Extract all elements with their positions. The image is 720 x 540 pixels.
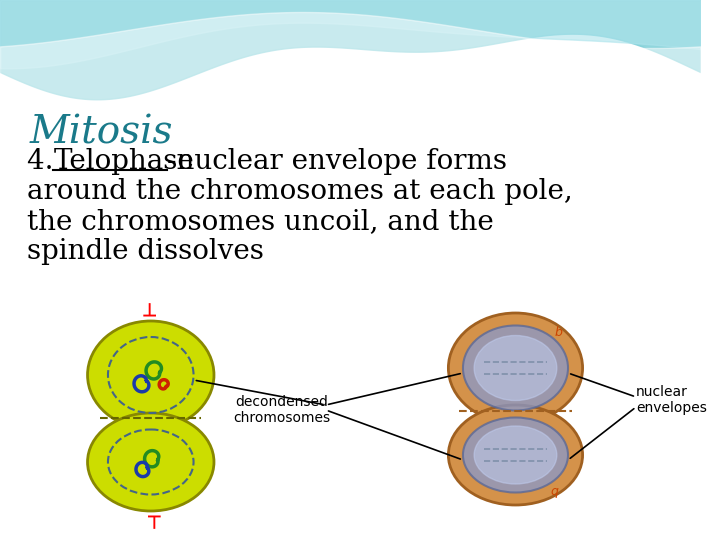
Text: nuclear
envelopes: nuclear envelopes [636, 385, 707, 415]
Ellipse shape [449, 313, 582, 423]
Ellipse shape [88, 321, 214, 429]
Ellipse shape [463, 417, 568, 492]
Text: Mitosis: Mitosis [30, 115, 173, 152]
Text: -nuclear envelope forms: -nuclear envelope forms [167, 148, 508, 175]
Text: spindle dissolves: spindle dissolves [27, 238, 264, 265]
Text: b: b [554, 326, 562, 339]
Ellipse shape [474, 335, 557, 401]
Text: Telophase: Telophase [53, 148, 194, 175]
Text: q: q [551, 484, 558, 497]
Ellipse shape [449, 405, 582, 505]
Ellipse shape [463, 326, 568, 410]
Text: decondensed
chromosomes: decondensed chromosomes [233, 395, 330, 425]
Text: the chromosomes uncoil, and the: the chromosomes uncoil, and the [27, 208, 494, 235]
Text: ⊢: ⊢ [142, 300, 160, 316]
Text: around the chromosomes at each pole,: around the chromosomes at each pole, [27, 178, 573, 205]
Text: ⊢: ⊢ [142, 514, 160, 530]
Text: 4.: 4. [27, 148, 63, 175]
Ellipse shape [474, 426, 557, 484]
Ellipse shape [88, 413, 214, 511]
